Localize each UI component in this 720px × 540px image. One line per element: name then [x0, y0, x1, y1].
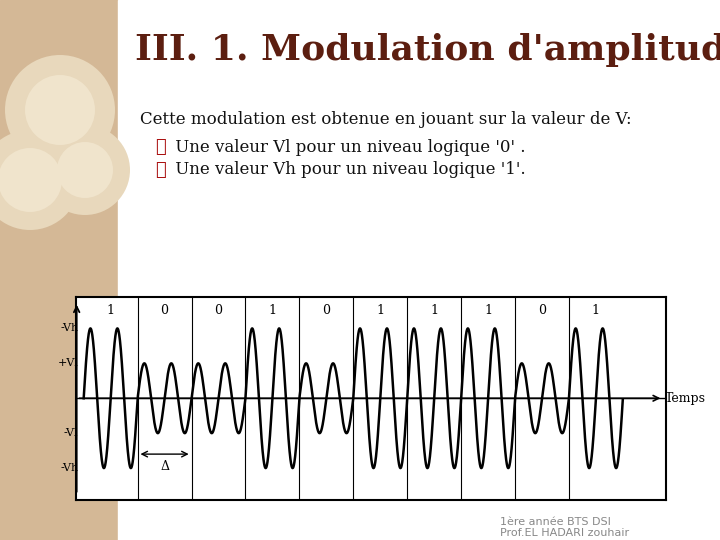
Circle shape — [25, 75, 95, 145]
Text: 1ère année BTS DSI: 1ère année BTS DSI — [500, 517, 611, 527]
Text: 1: 1 — [592, 305, 600, 318]
Text: 0: 0 — [538, 305, 546, 318]
Text: -Vh: -Vh — [60, 323, 78, 333]
Circle shape — [57, 142, 113, 198]
Text: 1: 1 — [430, 305, 438, 318]
Text: Une valeur Vh pour un niveau logique '1'.: Une valeur Vh pour un niveau logique '1'… — [170, 161, 526, 179]
Circle shape — [5, 55, 115, 165]
Text: -Vh: -Vh — [60, 463, 78, 473]
Text: 0: 0 — [215, 305, 222, 318]
Text: +Vl: +Vl — [58, 359, 78, 368]
Text: Cette modulation est obtenue en jouant sur la valeur de V:: Cette modulation est obtenue en jouant s… — [140, 111, 631, 129]
Text: Temps: Temps — [665, 392, 706, 405]
Text: ✖: ✖ — [155, 161, 166, 179]
Text: III. 1. Modulation d'amplitude:: III. 1. Modulation d'amplitude: — [135, 33, 720, 67]
Circle shape — [0, 130, 80, 230]
Bar — [118, 0, 720, 540]
Text: Une valeur Vl pour un niveau logique '0' .: Une valeur Vl pour un niveau logique '0'… — [170, 138, 526, 156]
Text: 0: 0 — [323, 305, 330, 318]
Text: Δ: Δ — [160, 460, 169, 472]
Text: Prof.EL HADARI zouhair: Prof.EL HADARI zouhair — [500, 528, 629, 538]
Text: 1: 1 — [269, 305, 276, 318]
Circle shape — [40, 125, 130, 215]
Text: -Vl: -Vl — [64, 428, 78, 438]
Text: ✖: ✖ — [155, 138, 166, 156]
Bar — [0, 0, 118, 540]
Text: 1: 1 — [484, 305, 492, 318]
Text: 1: 1 — [377, 305, 384, 318]
Text: 1: 1 — [107, 305, 114, 318]
Text: 0: 0 — [161, 305, 168, 318]
Circle shape — [0, 148, 62, 212]
